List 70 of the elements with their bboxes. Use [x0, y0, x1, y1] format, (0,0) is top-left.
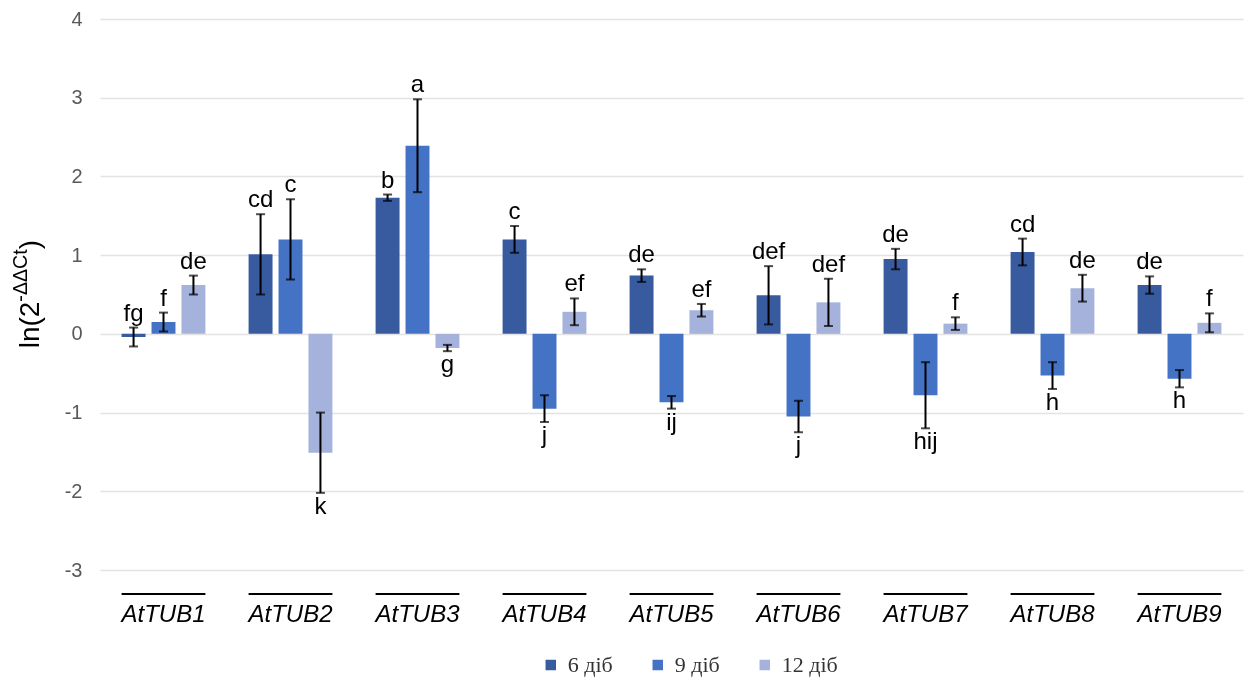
x-tick-label: AtTUB9 [1135, 599, 1222, 627]
data-label: de [1136, 247, 1163, 275]
data-label: j [540, 421, 548, 449]
bar [308, 333, 333, 453]
data-label: k [314, 491, 328, 519]
bar [1137, 285, 1162, 334]
legend-label: 9 діб [674, 652, 720, 677]
y-tick-label: 1 [71, 243, 83, 266]
data-label: cd [247, 185, 274, 213]
legend-label: 6 діб [567, 652, 613, 677]
data-label: f [1206, 284, 1214, 312]
data-label: cd [1009, 209, 1036, 237]
data-label: ef [564, 269, 585, 297]
data-label: g [440, 350, 455, 378]
data-label: c [508, 197, 521, 225]
bar [405, 145, 430, 334]
data-label: de [180, 246, 207, 274]
bar [689, 310, 714, 334]
bar [181, 285, 206, 334]
data-label: def [811, 249, 846, 277]
bar [629, 275, 654, 334]
data-label: b [380, 165, 395, 193]
data-label: h [1045, 387, 1060, 415]
y-tick-label: 2 [71, 164, 83, 187]
x-tick-label: AtTUB5 [627, 599, 715, 627]
x-tick-label: AtTUB6 [754, 599, 842, 627]
data-label: c [284, 170, 297, 198]
bar [248, 254, 273, 334]
data-label: def [751, 237, 786, 265]
legend-label: 12 діб [781, 652, 838, 677]
bar [502, 239, 527, 334]
bar [562, 311, 587, 334]
data-label: f [952, 288, 960, 316]
x-tick-label: AtTUB8 [1008, 599, 1096, 627]
data-label: de [1069, 245, 1096, 273]
data-label: de [882, 219, 909, 247]
data-label: ef [691, 274, 712, 302]
data-label: ij [666, 407, 677, 435]
y-tick-label: 3 [71, 86, 83, 109]
bar [816, 302, 841, 334]
data-label: h [1172, 386, 1187, 414]
bar [435, 333, 460, 349]
x-tick-label: AtTUB1 [119, 599, 206, 627]
bar [1167, 333, 1192, 379]
x-tick-label: AtTUB3 [373, 599, 461, 627]
data-label: a [410, 70, 425, 98]
data-label: de [628, 240, 655, 268]
bar [883, 259, 908, 334]
y-tick-label: 4 [71, 7, 83, 30]
data-label: hij [913, 427, 938, 455]
y-tick-label: -2 [64, 479, 83, 502]
bar [1070, 288, 1095, 334]
bar [659, 333, 684, 403]
x-tick-label: AtTUB2 [246, 599, 333, 627]
bar [375, 197, 400, 334]
bar [756, 295, 781, 334]
bar [532, 333, 557, 409]
bar [786, 333, 811, 417]
data-label: f [160, 283, 168, 311]
data-label: j [794, 431, 802, 459]
x-tick-label: AtTUB7 [881, 599, 970, 627]
y-tick-label: -3 [64, 558, 83, 581]
bar [278, 239, 303, 334]
bar [1040, 333, 1065, 376]
bar [1010, 251, 1035, 334]
y-tick-label: -1 [64, 401, 83, 424]
bar [913, 333, 938, 396]
y-tick-label: 0 [71, 322, 83, 345]
x-tick-label: AtTUB4 [500, 599, 587, 627]
data-label: fg [123, 298, 144, 326]
